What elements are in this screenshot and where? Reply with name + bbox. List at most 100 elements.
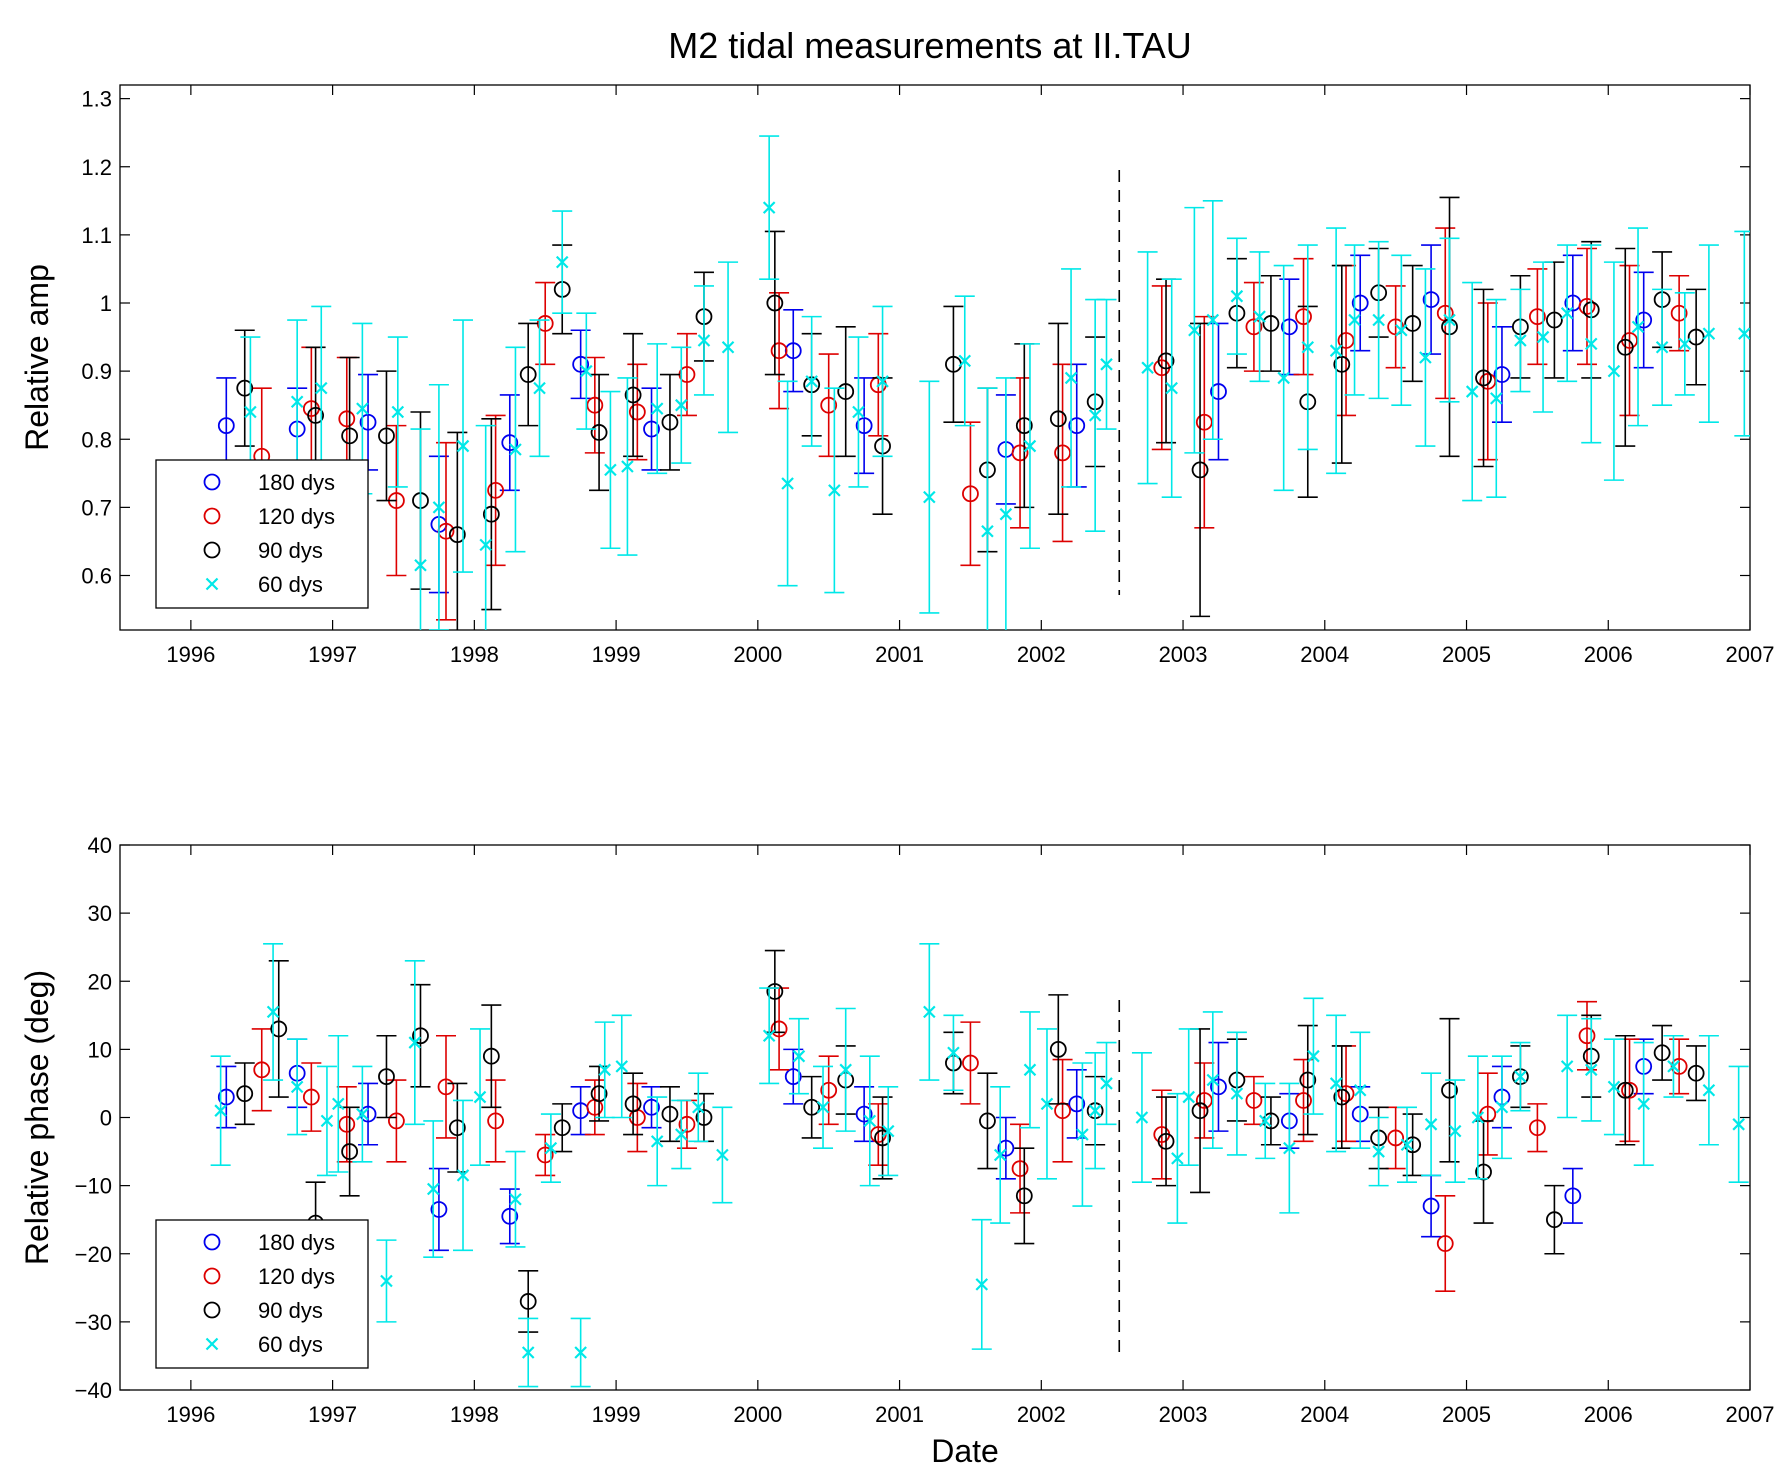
data-point — [661, 1105, 679, 1123]
data-point — [1011, 444, 1029, 462]
data-point — [586, 396, 604, 414]
data-point — [572, 355, 590, 373]
figure-title: M2 tidal measurements at II.TAU — [668, 25, 1192, 66]
data-point — [1135, 1111, 1149, 1124]
data-point — [624, 1095, 642, 1113]
data-point — [307, 407, 325, 424]
data-point — [716, 1148, 729, 1162]
data-point — [1171, 1152, 1184, 1165]
data-point — [997, 1139, 1015, 1157]
data-point — [661, 413, 679, 431]
data-point — [1536, 330, 1550, 344]
data-point — [1514, 1070, 1527, 1083]
data-point — [519, 1293, 537, 1310]
x-tick-label: 2002 — [1017, 1402, 1066, 1427]
data-point — [314, 381, 328, 395]
x-tick-label: 2001 — [875, 1402, 924, 1427]
data-point — [1049, 1040, 1067, 1058]
data-point — [1023, 439, 1037, 453]
data-point — [979, 1112, 996, 1130]
data-point — [1560, 1060, 1574, 1073]
y-tick-label: 30 — [88, 901, 112, 926]
data-point — [643, 1098, 660, 1116]
data-point — [217, 1088, 235, 1106]
data-point — [923, 1005, 936, 1019]
data-point — [1637, 1097, 1650, 1111]
data-point — [1277, 371, 1290, 385]
data-point — [555, 255, 569, 269]
data-point — [1210, 383, 1227, 400]
data-point — [501, 1207, 519, 1225]
y-tick-label: 0.8 — [81, 427, 112, 452]
x-tick-label: 2007 — [1726, 1402, 1775, 1427]
data-point — [1667, 1060, 1680, 1073]
data-point — [1471, 1111, 1485, 1124]
data-point — [1299, 1071, 1317, 1089]
data-point — [1422, 291, 1440, 308]
data-point — [290, 1080, 304, 1094]
data-point — [781, 477, 794, 490]
data-point — [1465, 385, 1479, 398]
data-point — [1253, 310, 1266, 323]
legend-marker — [203, 507, 221, 525]
data-point — [456, 439, 470, 453]
data-point — [1023, 1063, 1037, 1077]
series-120-dys — [251, 987, 1690, 1293]
x-tick-label: 1998 — [450, 642, 499, 667]
data-point — [1329, 344, 1343, 357]
data-point — [414, 559, 427, 572]
series-60-dys — [210, 942, 1749, 1388]
data-point — [1448, 1124, 1462, 1138]
legend-label: 120 dys — [258, 504, 335, 529]
data-point — [650, 1135, 664, 1148]
data-point — [1607, 1080, 1621, 1094]
x-tick-label: 2003 — [1159, 1402, 1208, 1427]
legend-label: 60 dys — [258, 1332, 323, 1357]
x-tick-label: 2007 — [1726, 642, 1775, 667]
data-point — [378, 427, 395, 445]
series-180-dys — [216, 1038, 1654, 1252]
data-point — [378, 1068, 395, 1086]
data-point — [837, 383, 855, 400]
data-point — [1280, 318, 1298, 336]
data-point — [876, 375, 889, 388]
y-tick-label: 0.7 — [81, 495, 112, 520]
data-point — [380, 1274, 393, 1288]
data-point — [1387, 318, 1405, 336]
data-point — [1337, 1085, 1355, 1103]
data-point — [1395, 323, 1408, 337]
amplitude-panel: 1996 1997 1998 1999 2000 2001 2002 2003 2004 2005… — [19, 84, 1775, 667]
data-point — [1687, 1064, 1705, 1082]
legend-marker — [205, 577, 219, 591]
data-point — [1049, 410, 1067, 428]
data-layer — [210, 942, 1749, 1388]
y-tick-label: 0 — [100, 1106, 112, 1131]
data-point — [1653, 1044, 1671, 1062]
data-point — [320, 1114, 334, 1128]
data-point — [426, 1182, 440, 1196]
data-point — [580, 364, 593, 378]
data-point — [521, 1346, 535, 1359]
data-point — [1353, 1083, 1367, 1097]
data-point — [816, 1101, 830, 1114]
data-point — [1578, 1027, 1596, 1045]
data-point — [290, 395, 304, 409]
data-point — [1195, 413, 1213, 431]
data-point — [1422, 1197, 1440, 1215]
series-120-dys — [251, 227, 1690, 621]
data-point — [1295, 1092, 1312, 1109]
x-tick-label: 2004 — [1300, 1402, 1349, 1427]
data-point — [1607, 364, 1621, 378]
data-point — [456, 1169, 470, 1182]
data-point — [993, 1148, 1007, 1162]
data-point — [1088, 409, 1102, 422]
data-point — [1262, 1112, 1280, 1130]
data-point — [302, 1088, 320, 1106]
data-point — [770, 1020, 788, 1038]
data-point — [359, 413, 377, 431]
y-tick-label: −40 — [75, 1378, 112, 1403]
data-point — [1528, 1119, 1546, 1137]
legend-marker — [203, 1267, 221, 1285]
x-tick-label: 1999 — [592, 1402, 641, 1427]
data-point — [487, 1112, 505, 1130]
